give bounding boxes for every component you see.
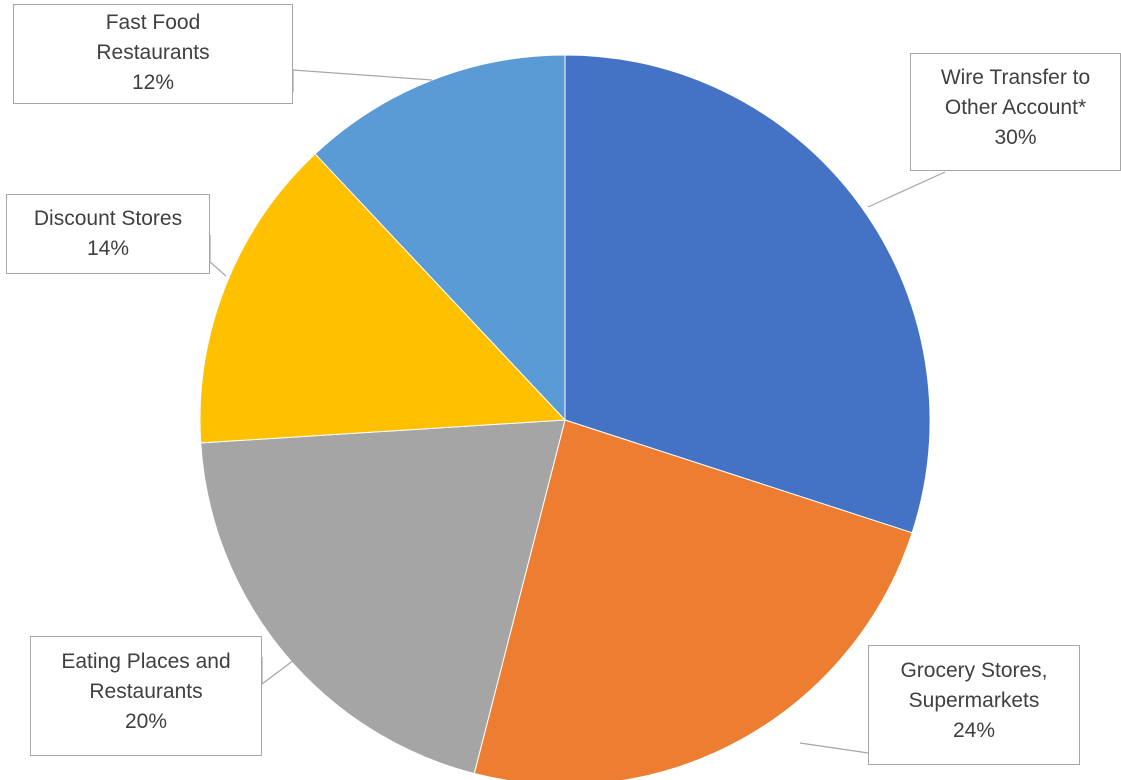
slice-percent: 24% bbox=[952, 719, 996, 742]
slice-label-line-1: Eating Places and bbox=[61, 650, 231, 673]
pie-slices bbox=[199, 54, 931, 780]
slice-label-line-1: Wire Transfer to bbox=[940, 66, 1091, 89]
slice-percent: 12% bbox=[131, 71, 175, 94]
data-label-eating-places: Eating Places and Restaurants 20% bbox=[30, 636, 262, 756]
slice-label-line-2: Restaurants bbox=[89, 680, 203, 703]
leader-line-wire-transfer bbox=[867, 171, 946, 208]
slice-label-line-2: Supermarkets bbox=[908, 689, 1040, 712]
data-label-wire-transfer: Wire Transfer to Other Account* 30% bbox=[910, 53, 1121, 171]
leader-line-discount-stores bbox=[209, 235, 227, 277]
slice-discount-stores bbox=[199, 153, 567, 444]
slice-wire-transfer bbox=[564, 54, 931, 534]
slice-percent: 14% bbox=[86, 237, 130, 260]
leader-line-fast-food bbox=[292, 69, 433, 92]
slice-percent: 30% bbox=[994, 126, 1037, 149]
data-label-grocery-stores: Grocery Stores, Supermarkets 24% bbox=[868, 645, 1080, 765]
slice-grocery-stores bbox=[473, 419, 913, 780]
slice-eating-places bbox=[200, 419, 566, 775]
slice-label-line-1: Grocery Stores, bbox=[900, 659, 1048, 682]
data-label-discount-stores: Discount Stores 14% bbox=[6, 194, 210, 274]
slice-fast-food bbox=[314, 54, 566, 422]
slice-label-line-2: Restaurants bbox=[96, 41, 210, 64]
data-label-fast-food: Fast Food Restaurants 12% bbox=[13, 4, 293, 104]
leader-line-eating-places bbox=[261, 653, 303, 686]
slice-percent: 20% bbox=[124, 710, 168, 733]
slice-label-line-2: Other Account* bbox=[944, 96, 1087, 119]
slice-label-line-1: Discount Stores bbox=[33, 207, 183, 230]
slice-label-line-1: Fast Food bbox=[105, 11, 201, 34]
